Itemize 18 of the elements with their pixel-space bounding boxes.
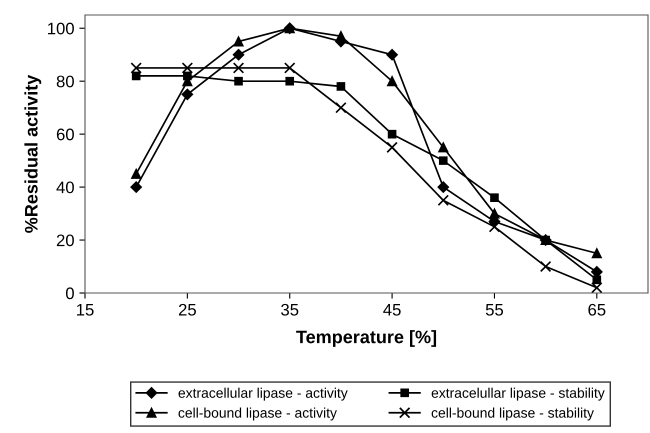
y-tick-label: 40 [56,181,74,194]
legend-label: cell-bound lipase - stability [432,408,594,420]
legend-label: extracellular lipase - activity [178,388,348,401]
y-tick-label: 0 [66,287,74,300]
y-tick-label: 80 [56,76,74,88]
x-tick-label: 45 [383,304,401,316]
x-tick-label: 15 [77,304,94,316]
legend-label: extracelullar lipase - stability [432,388,605,401]
x-tick-label: 55 [486,304,504,316]
x-tick-label: 65 [588,304,606,316]
y-axis-title: %Residual activity [24,74,42,233]
y-tick-label: 20 [56,234,74,246]
x-tick-label: 25 [178,304,196,316]
y-tick-label: 60 [56,128,74,140]
y-tick-label: 100 [48,22,74,34]
legend-label: cell-bound lipase - activity [178,408,337,420]
x-tick-label: 35 [281,304,298,316]
x-axis-title: Temperature [%] [296,330,436,347]
